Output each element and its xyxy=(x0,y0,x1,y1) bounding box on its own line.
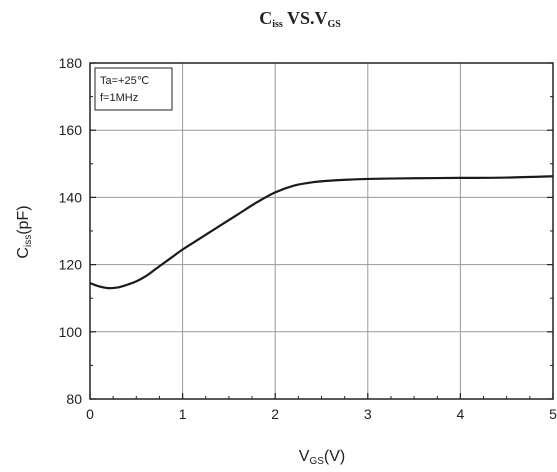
chart-title: Ciss VS.VGS xyxy=(259,8,341,30)
condition-frequency: f=1MHz xyxy=(100,92,138,104)
y-axis-label: Ciss(pF) xyxy=(15,205,34,258)
series-group xyxy=(89,175,554,290)
y-tick-label: 140 xyxy=(59,189,83,205)
y-tick-label: 100 xyxy=(59,324,83,340)
chart-title-sub: iss xyxy=(272,19,283,30)
plot-frame xyxy=(89,62,554,400)
y-tick-label: 180 xyxy=(59,55,83,71)
y-tick-labels: 80 100 120 140 160 180 xyxy=(59,55,83,407)
grid xyxy=(90,63,553,399)
condition-box xyxy=(94,67,173,111)
y-tick-label: 120 xyxy=(59,257,83,273)
x-tick-label: 2 xyxy=(271,406,279,422)
ticks xyxy=(89,62,554,400)
x-tick-label: 4 xyxy=(457,406,465,422)
y-tick-label: 160 xyxy=(59,122,83,138)
y-axis-label-sub: iss xyxy=(23,235,34,247)
y-axis-label-main: C xyxy=(15,247,32,259)
x-tick-label: 0 xyxy=(86,406,94,422)
chart-title-main: C xyxy=(259,8,272,28)
x-axis-label: VGS(V) xyxy=(299,448,345,467)
x-tick-label: 3 xyxy=(364,406,372,422)
chart-title-middle: VS.V xyxy=(283,8,328,28)
series-line-ciss xyxy=(89,175,554,290)
x-axis-label-main: V xyxy=(299,448,310,465)
x-axis-label-rest: (V) xyxy=(324,448,345,465)
x-tick-label: 1 xyxy=(179,406,187,422)
chart-title-sub2: GS xyxy=(327,19,341,30)
condition-temperature: Ta=+25℃ xyxy=(100,75,149,87)
x-tick-label: 5 xyxy=(549,406,557,422)
y-tick-label: 80 xyxy=(66,391,82,407)
x-axis-label-sub: GS xyxy=(309,456,324,467)
y-axis-label-rest: (pF) xyxy=(15,205,32,234)
x-tick-labels: 0 1 2 3 4 5 xyxy=(86,406,557,422)
